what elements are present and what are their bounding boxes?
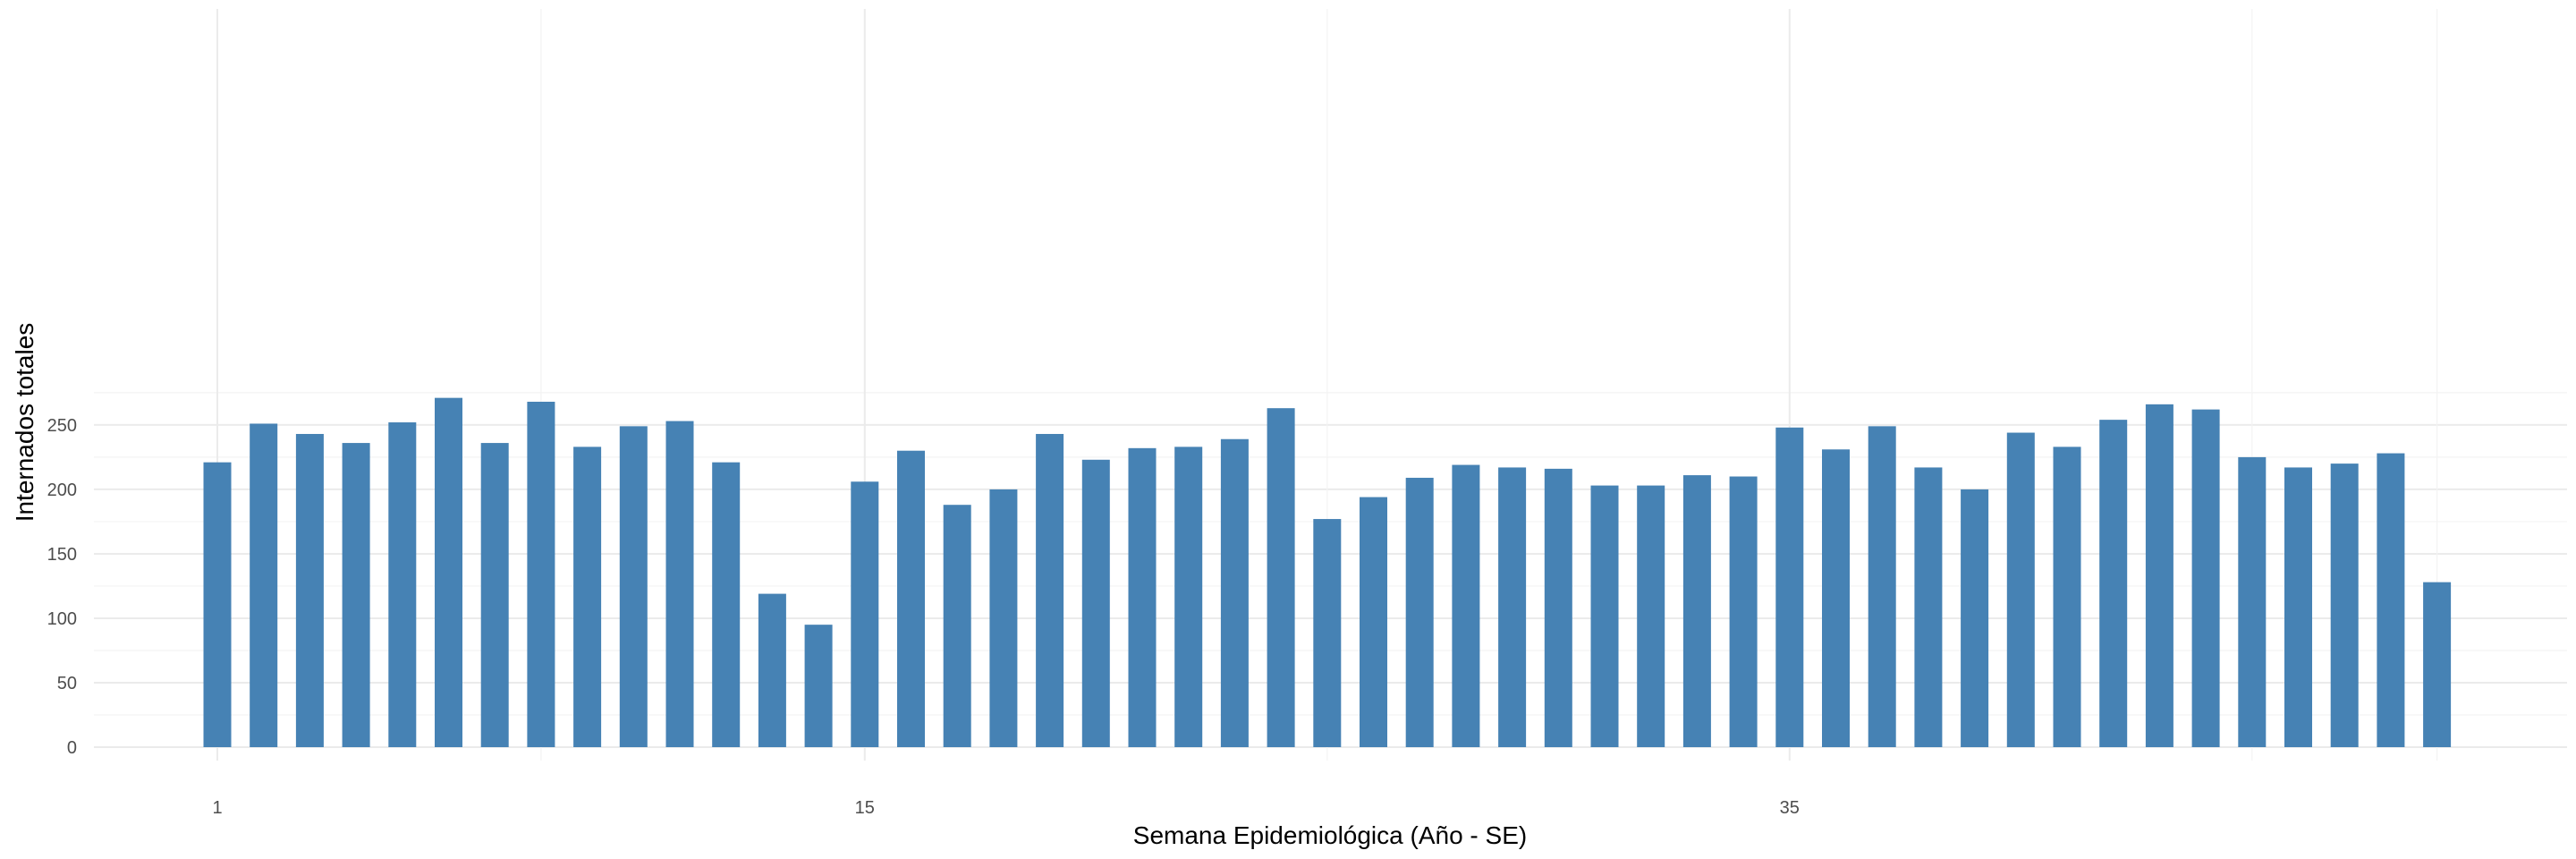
y-tick-label: 0 — [67, 738, 77, 758]
y-tick-label: 100 — [47, 609, 77, 629]
bar — [897, 450, 925, 747]
bar — [2191, 409, 2220, 747]
bar — [342, 443, 370, 747]
bar — [527, 401, 555, 747]
bar — [2284, 467, 2312, 747]
bar — [1405, 477, 1434, 747]
bar — [1452, 464, 1480, 747]
bar — [2145, 404, 2174, 747]
bar — [2238, 456, 2267, 747]
bar — [1498, 467, 1527, 747]
bar — [1637, 485, 1665, 747]
bar — [1174, 447, 1203, 747]
bar — [388, 422, 417, 747]
bar — [665, 421, 694, 747]
bars — [203, 397, 2452, 747]
bar — [2006, 432, 2035, 747]
bar — [573, 447, 602, 747]
y-tick-label: 50 — [57, 674, 77, 693]
bar — [2377, 453, 2405, 747]
x-tick-label: 1 — [212, 798, 222, 818]
y-tick-label: 250 — [47, 416, 77, 436]
bar — [1961, 489, 1989, 747]
bar — [435, 397, 462, 747]
bar — [1313, 519, 1342, 747]
bar — [804, 625, 833, 747]
bar — [295, 433, 324, 747]
y-tick-label: 150 — [47, 545, 77, 565]
bar — [2423, 582, 2452, 747]
bar — [1590, 485, 1619, 747]
bar — [619, 426, 648, 747]
bar — [1914, 467, 1943, 747]
bar — [2099, 420, 2128, 747]
y-axis-ticks: 0 50 100 150 200 250 — [47, 416, 77, 758]
bar — [712, 462, 741, 747]
y-tick-label: 200 — [47, 481, 77, 500]
x-tick-label: 35 — [1780, 798, 1800, 818]
bar — [943, 505, 971, 747]
bar — [1682, 475, 1711, 747]
bar — [1868, 426, 1896, 747]
bar — [1775, 427, 1804, 747]
bar — [2053, 447, 2081, 747]
bar — [250, 423, 278, 747]
bar — [203, 462, 232, 747]
bar — [758, 593, 786, 747]
x-tick-label: 15 — [855, 798, 875, 818]
bar — [2330, 464, 2359, 747]
bar — [1220, 438, 1249, 747]
bar — [1544, 468, 1572, 747]
bar — [1128, 447, 1157, 747]
bar — [989, 489, 1018, 747]
bar — [1036, 433, 1064, 747]
x-axis-ticks: 1 15 35 — [212, 798, 1799, 818]
x-axis-title: Semana Epidemiológica (Año - SE) — [1133, 821, 1527, 849]
bar — [1360, 497, 1387, 747]
bar — [1729, 476, 1758, 747]
bar — [1267, 408, 1295, 747]
bar — [851, 481, 879, 747]
y-axis-title: Internados totales — [11, 323, 38, 523]
bar — [1081, 459, 1110, 747]
bar — [480, 443, 509, 747]
bar — [1822, 449, 1850, 747]
